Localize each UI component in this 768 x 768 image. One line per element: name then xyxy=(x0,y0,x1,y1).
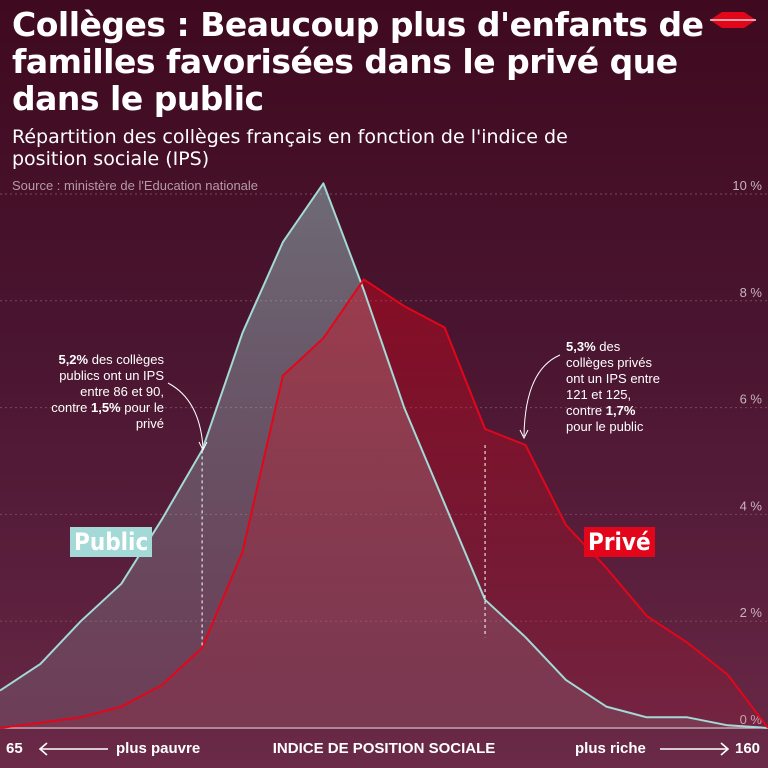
legend-prive-label: Privé xyxy=(584,527,655,557)
x-axis-min-label: 65 xyxy=(6,740,23,757)
series-line-prive xyxy=(0,278,768,729)
y-tick-label: 4 % xyxy=(740,498,763,513)
y-tick-label: 2 % xyxy=(740,605,763,620)
annotation-prive-text2: pour le public xyxy=(566,419,644,434)
annotation-public-pct1: 5,2% xyxy=(58,352,89,367)
annotation-prive-pct1: 5,3% xyxy=(566,339,596,354)
annotation-public-pct2: 1,5% xyxy=(90,400,121,415)
brand-logo-icon xyxy=(710,12,756,28)
chart-subtitle: Répartition des collèges français en fon… xyxy=(12,126,568,170)
x-axis-max-label: 160 xyxy=(735,740,761,757)
x-axis-poor-label: plus pauvre xyxy=(116,740,201,757)
legend-public-label: Public xyxy=(70,527,153,557)
annotation-public: 5,2% des collèges publics ont un IPS ent… xyxy=(50,352,164,432)
annotation-public-text2: pour le privé xyxy=(120,400,164,431)
annotation-prive-pct2: 1,7% xyxy=(605,403,636,418)
annotation-public-text1: des collèges publics ont un IPS entre 86… xyxy=(51,352,164,415)
y-tick-label: 8 % xyxy=(740,285,763,300)
x-axis-title: INDICE DE POSITION SOCIALE xyxy=(272,740,496,757)
source-note: Source : ministère de l'Education nation… xyxy=(12,178,259,193)
y-tick-label: 6 % xyxy=(740,392,763,407)
y-tick-label: 10 % xyxy=(732,178,762,193)
series-area-prive xyxy=(0,279,768,728)
annotation-prive-text1: des collèges privés ont un IPS entre 121… xyxy=(566,339,660,418)
chart-title: Collèges : Beaucoup plus d'enfants de fa… xyxy=(12,5,704,118)
annotation-prive: 5,3% des collèges privés ont un IPS entr… xyxy=(566,339,661,435)
x-axis-rich-label: plus riche xyxy=(575,740,646,757)
series-line-public xyxy=(0,182,768,729)
